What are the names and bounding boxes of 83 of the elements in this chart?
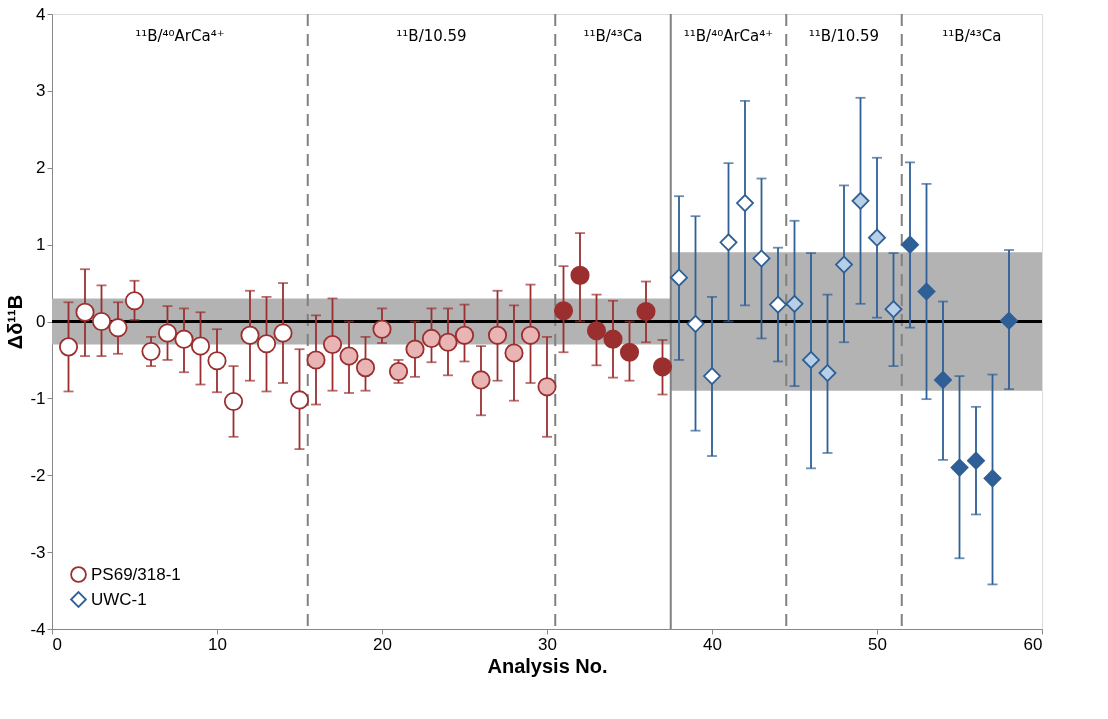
point [670,268,688,287]
point [141,341,161,362]
point [950,458,969,477]
annotation: ¹¹B/10.59 [808,27,880,45]
point [537,377,557,397]
x-tick-label: 40 [703,634,722,654]
point [108,318,128,338]
point [75,302,95,322]
point [504,343,524,363]
point [1000,311,1018,330]
point [256,334,277,354]
legend-label: PS69/318-1 [91,564,181,584]
point [917,282,936,301]
x-tick-label: 50 [868,634,887,654]
annotation: ¹¹B/⁴⁰ArCa⁴⁺ [683,27,774,45]
annotation: ¹¹B/⁴⁰ArCa⁴⁺ [135,27,225,45]
point [868,228,886,247]
point [322,335,343,355]
point [736,194,754,213]
point [752,249,771,268]
point [58,337,79,357]
point [835,255,853,274]
point [520,325,541,345]
y-axis-title: Δδ¹¹B [4,294,27,350]
point [372,319,392,339]
y-tick-label: -1 [30,388,46,408]
point [124,291,145,311]
annotation: ¹¹B/10.59 [396,27,467,45]
point [438,332,458,352]
x-tick-label: 0 [52,634,62,654]
y-tick-label: 2 [36,158,46,178]
point [157,323,178,343]
x-axis-title: Analysis No. [487,654,608,677]
point [967,451,985,470]
point [306,350,326,370]
point [586,321,607,341]
y-tick-label: -3 [30,542,46,562]
point [240,325,260,345]
point [223,391,244,411]
point [91,311,112,332]
point [818,364,837,382]
x-tick-label: 20 [373,634,392,654]
point [983,469,1002,488]
point [570,265,590,285]
point [619,342,640,362]
point [405,339,425,359]
y-tick-label: 4 [36,4,46,24]
annotation: ¹¹B/⁴³Ca [583,27,643,45]
y-tick-label: 3 [36,81,46,101]
y-tick-label: 0 [36,312,46,331]
point [454,325,475,345]
point [884,300,903,319]
y-tick-label: -2 [30,465,46,485]
point [703,367,721,386]
point [603,329,623,349]
point [719,233,738,252]
x-tick-label: 30 [538,634,557,654]
point [289,390,310,410]
point [190,336,211,356]
point [421,328,442,348]
point [636,301,656,322]
point [487,325,508,345]
point [553,301,574,321]
point [652,357,673,377]
point [207,351,227,371]
point [934,370,952,389]
point [471,370,491,390]
point [802,350,820,369]
x-tick-label: 60 [1023,634,1043,654]
point [769,295,787,314]
point [901,235,919,254]
point [355,358,376,378]
x-tick-label: 10 [208,634,227,654]
point [339,346,359,366]
point [785,294,804,313]
point [273,323,293,343]
point [686,314,705,333]
annotation: ¹¹B/⁴³Ca [942,27,1002,45]
y-tick-label: 1 [36,235,46,255]
legend-label: UWC-1 [91,589,147,609]
point [174,329,194,349]
point [851,191,870,210]
y-tick-label: -4 [30,619,46,639]
